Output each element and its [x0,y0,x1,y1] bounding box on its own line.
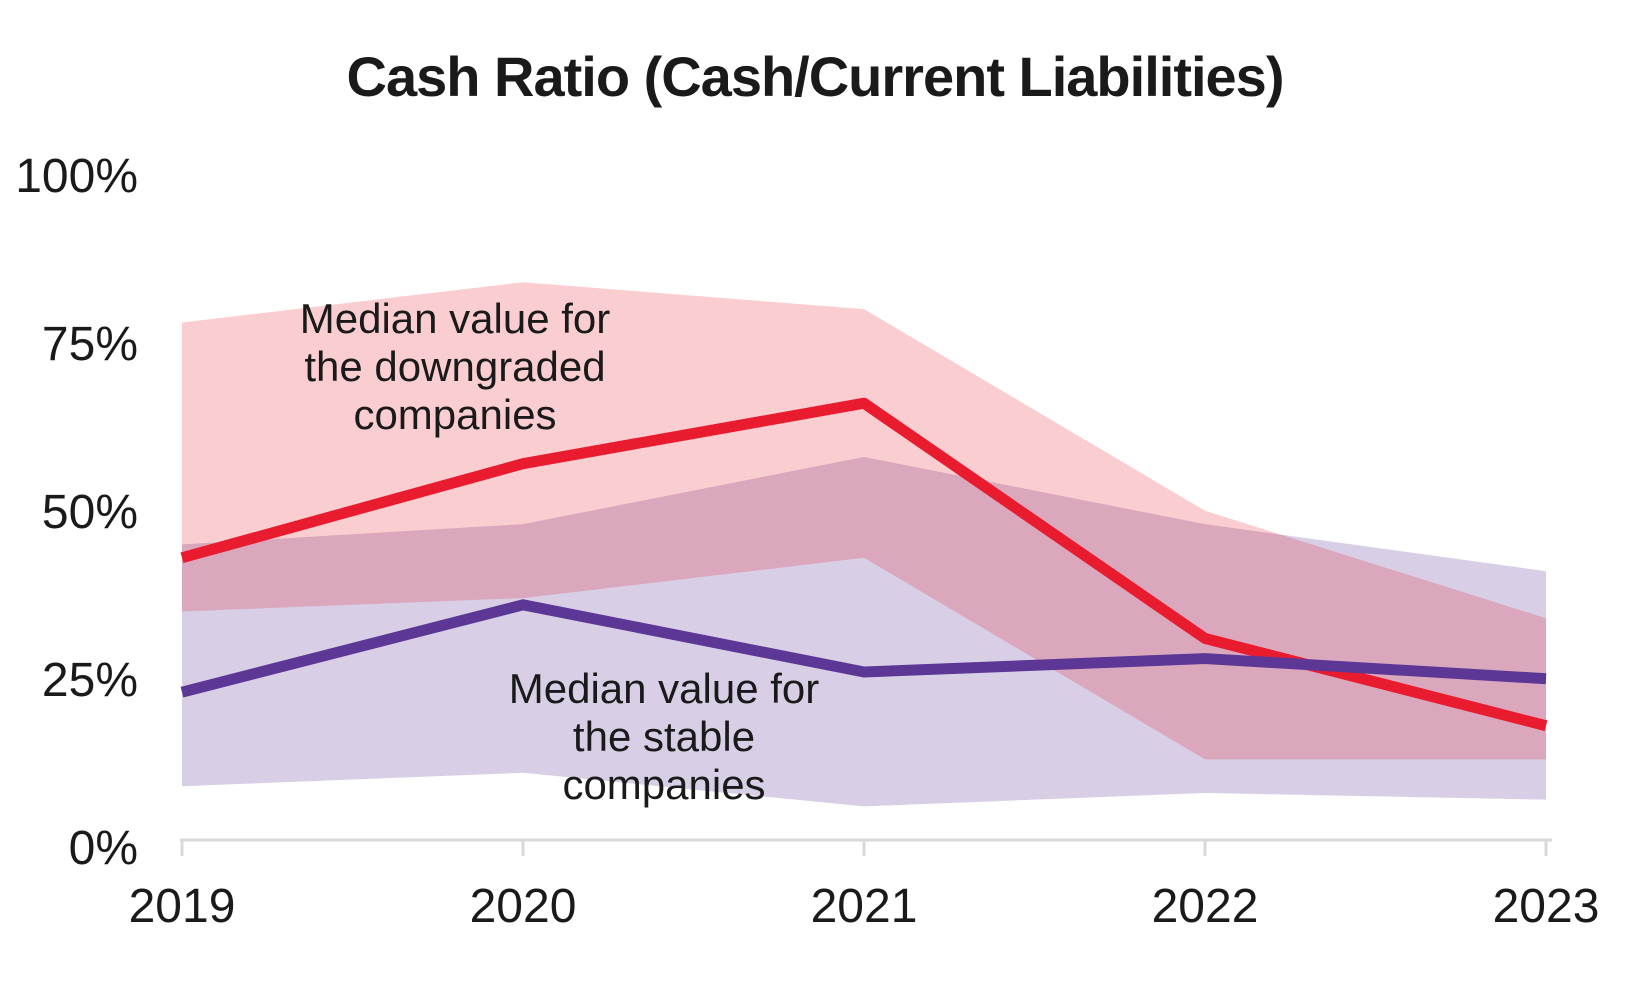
y-tick-label-50%: 50% [42,486,138,539]
x-tick-label-2019: 2019 [129,880,236,933]
y-tick-label-100%: 100% [15,150,138,203]
stable-median-line [180,599,1547,698]
stable-range-band [182,456,1546,807]
stable-label-line-3: companies [562,761,765,808]
x-tick-label-2022: 2022 [1152,880,1259,933]
stable-label-line-2: the stable [573,713,755,760]
y-tick-label-25%: 25% [42,654,138,707]
downgraded-label-line-1: Median value for [300,295,611,342]
chart-title: Cash Ratio (Cash/Current Liabilities) [347,45,1284,108]
stable-label-line-1: Median value for [509,665,820,712]
y-tick-label-0%: 0% [69,822,138,875]
x-tick-label-2021: 2021 [811,880,918,933]
y-tick-label-75%: 75% [42,318,138,371]
downgraded-label-line-2: the downgraded [304,343,605,390]
x-tick-label-2023: 2023 [1493,880,1600,933]
downgraded-label-line-3: companies [353,391,556,438]
x-tick-label-2020: 2020 [470,880,577,933]
